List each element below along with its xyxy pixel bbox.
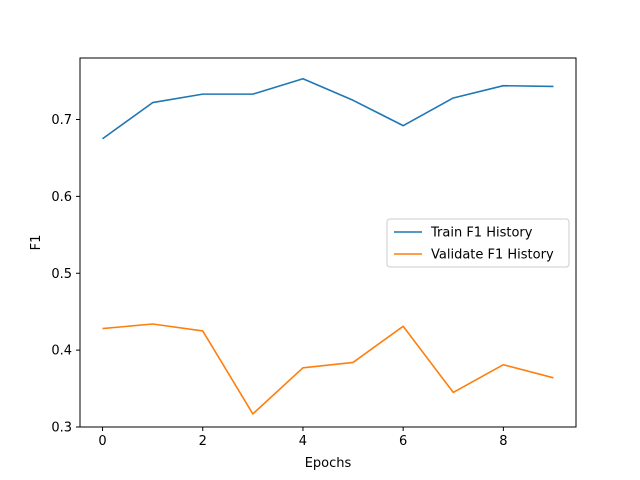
x-tick-label: 2 <box>199 434 207 449</box>
legend: Train F1 History Validate F1 History <box>386 218 570 268</box>
y-tick-label: 0.4 <box>51 344 72 359</box>
legend-label-0: Train F1 History <box>430 226 533 241</box>
x-tick-label: 8 <box>499 434 507 449</box>
plot-area <box>102 77 554 415</box>
series-line-1 <box>102 323 554 415</box>
y-tick-label: 0.3 <box>51 421 72 436</box>
y-axis: 0.3 0.4 0.5 0.6 0.7 <box>51 113 80 436</box>
y-tick-label: 0.6 <box>51 190 72 205</box>
y-tick-label: 0.5 <box>51 267 72 282</box>
x-tick-label: 6 <box>399 434 407 449</box>
x-axis-label: Epochs <box>305 456 352 471</box>
x-tick-label: 0 <box>98 434 106 449</box>
x-tick-label: 4 <box>299 434 307 449</box>
x-axis: 0 2 4 6 8 <box>98 427 507 449</box>
y-tick-label: 0.7 <box>51 113 72 128</box>
legend-label-1: Validate F1 History <box>431 248 554 263</box>
series-line-0 <box>102 77 554 140</box>
legend-box <box>386 218 570 268</box>
axes-frame <box>79 57 577 428</box>
y-axis-label: F1 <box>29 235 44 251</box>
